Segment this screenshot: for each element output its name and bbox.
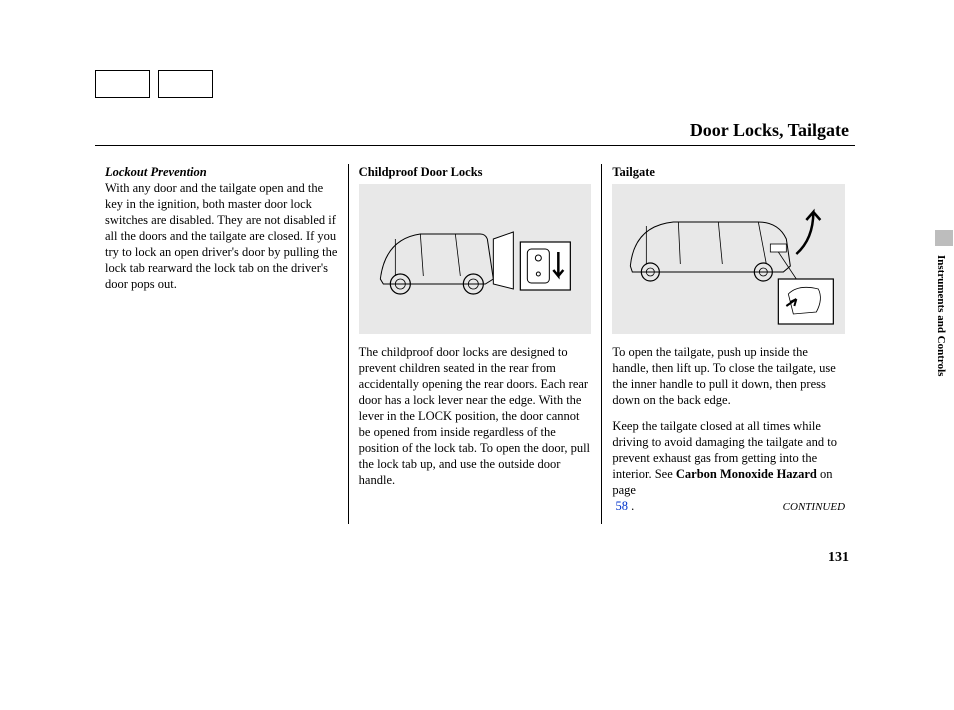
section-label: Instruments and Controls: [935, 255, 947, 376]
childproof-body: The childproof door locks are designed t…: [359, 344, 592, 488]
page-reference-link[interactable]: 58: [615, 499, 628, 513]
content-columns: Lockout Prevention With any door and the…: [95, 164, 855, 524]
lockout-heading: Lockout Prevention: [105, 165, 207, 179]
placeholder-box: [158, 70, 213, 98]
car-tailgate-illustration: [612, 184, 845, 334]
car-door-illustration: [359, 184, 592, 334]
column-tailgate: Tailgate To open th: [601, 164, 855, 524]
column-childproof: Childproof Door Locks: [348, 164, 602, 524]
tailgate-figure: [612, 184, 845, 334]
continued-label: CONTINUED: [783, 500, 845, 514]
manual-page: Door Locks, Tailgate Lockout Prevention …: [95, 70, 855, 524]
placeholder-box: [95, 70, 150, 98]
childproof-figure: [359, 184, 592, 334]
lockout-body: With any door and the tailgate open and …: [105, 181, 337, 291]
childproof-heading: Childproof Door Locks: [359, 164, 592, 180]
page-title: Door Locks, Tailgate: [95, 120, 855, 146]
tailgate-body2: Keep the tailgate closed at all times wh…: [612, 418, 845, 514]
page-number: 131: [828, 550, 849, 566]
tailgate-heading: Tailgate: [612, 164, 845, 180]
top-placeholder-boxes: [95, 70, 855, 98]
column-lockout: Lockout Prevention With any door and the…: [95, 164, 348, 524]
tailgate-body1: To open the tailgate, push up inside the…: [612, 344, 845, 408]
carbon-monoxide-ref: Carbon Monoxide Hazard: [676, 467, 817, 481]
section-tab: [935, 230, 953, 246]
